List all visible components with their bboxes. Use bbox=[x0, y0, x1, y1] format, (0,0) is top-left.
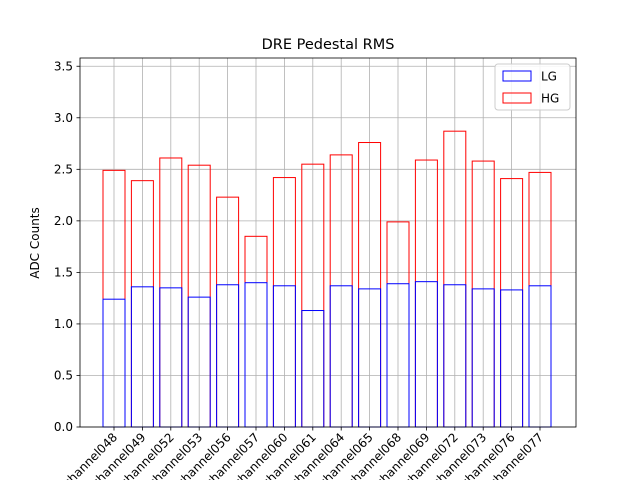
axes: 0.00.51.01.52.02.53.03.5channel048channe… bbox=[54, 57, 577, 480]
y-tick-label: 3.5 bbox=[54, 59, 73, 73]
bars bbox=[102, 130, 552, 428]
y-tick-label: 2.0 bbox=[54, 214, 73, 228]
y-tick-label: 1.0 bbox=[54, 317, 73, 331]
legend-swatch-lg bbox=[502, 70, 532, 82]
y-tick-label: 1.5 bbox=[54, 266, 73, 280]
y-axis-label: ADC Counts bbox=[28, 207, 42, 279]
legend-label-hg: HG bbox=[541, 92, 559, 106]
plot-frame bbox=[79, 57, 577, 428]
legend: LG HG bbox=[494, 63, 571, 111]
y-tick-label: 3.0 bbox=[54, 111, 73, 125]
grid bbox=[80, 58, 576, 428]
y-tick-label: 2.5 bbox=[54, 163, 73, 177]
legend-swatch-hg bbox=[502, 92, 532, 104]
y-tick-label: 0.5 bbox=[54, 369, 73, 383]
chart-title: DRE Pedestal RMS bbox=[262, 37, 395, 53]
legend-label-lg: LG bbox=[541, 70, 557, 84]
y-tick-label: 0.0 bbox=[54, 420, 73, 434]
legend-box bbox=[494, 63, 571, 111]
